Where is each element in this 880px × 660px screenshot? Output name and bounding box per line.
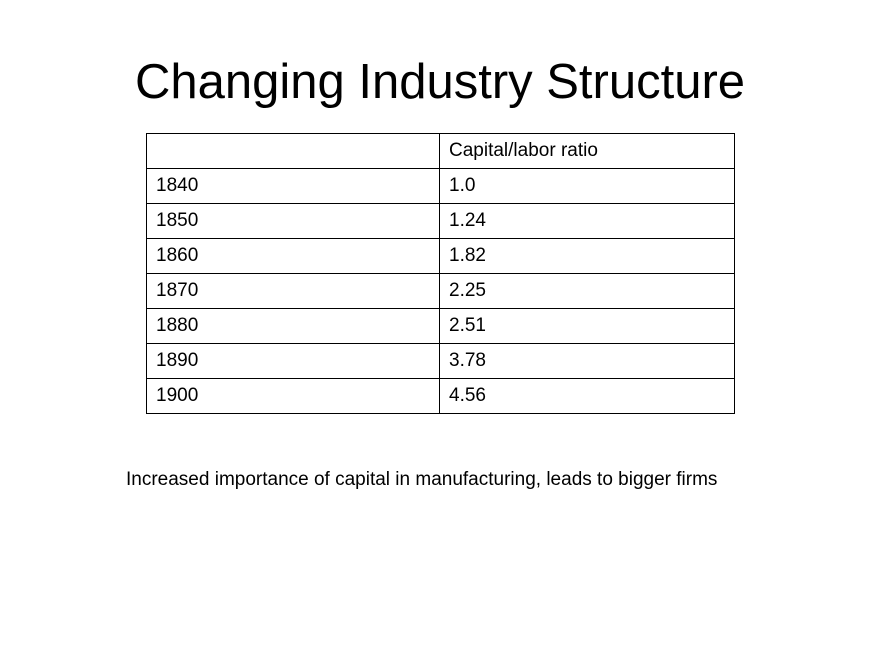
year-cell: 1850	[146, 203, 440, 239]
table-row: 1900 4.56	[146, 378, 735, 414]
ratio-cell: 1.24	[439, 203, 735, 239]
table-row: 1890 3.78	[146, 343, 735, 379]
year-cell: 1860	[146, 238, 440, 274]
slide-title: Changing Industry Structure	[134, 55, 746, 109]
year-cell: 1890	[146, 343, 440, 379]
header-cell-ratio: Capital/labor ratio	[439, 133, 735, 169]
capital-labor-table: Capital/labor ratio 1840 1.0 1850 1.24 1…	[146, 133, 735, 414]
table-row: 1840 1.0	[146, 168, 735, 204]
table-row: 1850 1.24	[146, 203, 735, 239]
table-row: 1860 1.82	[146, 238, 735, 274]
year-cell: 1900	[146, 378, 440, 414]
year-cell: 1880	[146, 308, 440, 344]
slide-caption: Increased importance of capital in manuf…	[126, 469, 718, 490]
ratio-cell: 4.56	[439, 378, 735, 414]
table-header-row: Capital/labor ratio	[146, 133, 735, 169]
ratio-cell: 2.25	[439, 273, 735, 309]
ratio-cell: 2.51	[439, 308, 735, 344]
header-cell-year	[146, 133, 440, 169]
year-cell: 1870	[146, 273, 440, 309]
ratio-cell: 1.0	[439, 168, 735, 204]
table-row: 1880 2.51	[146, 308, 735, 344]
ratio-cell: 3.78	[439, 343, 735, 379]
table-row: 1870 2.25	[146, 273, 735, 309]
ratio-cell: 1.82	[439, 238, 735, 274]
year-cell: 1840	[146, 168, 440, 204]
